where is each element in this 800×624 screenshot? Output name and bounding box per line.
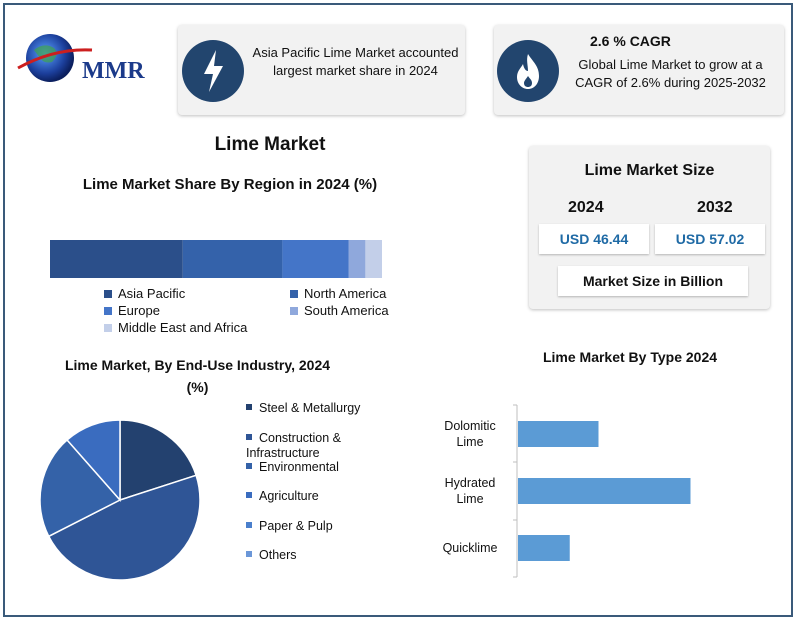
mmr-logo: MMR	[14, 28, 164, 88]
legend-swatch	[246, 433, 252, 440]
pie-legend-item: Construction & Infrastructure	[246, 431, 361, 461]
legend-label: Steel & Metallurgy	[259, 401, 361, 415]
legend-label: Middle East and Africa	[118, 320, 248, 335]
region-bar-segment-1	[182, 240, 283, 278]
legend-label: South America	[304, 303, 389, 318]
legend-swatch	[246, 550, 252, 557]
type-bar-1	[518, 478, 691, 504]
pie-slice-0	[119, 419, 198, 502]
legend-swatch	[290, 306, 298, 315]
type-category-label: Hydrated Lime	[444, 476, 496, 506]
pie-legend-item: Paper & Pulp	[246, 519, 396, 534]
legend-swatch	[246, 491, 252, 498]
legend-label: Paper & Pulp	[259, 519, 333, 533]
region-bar-segment-4	[365, 240, 382, 278]
main-title: Lime Market	[214, 134, 326, 155]
region-legend-item: Asia Pacific	[104, 286, 185, 301]
legend-swatch	[246, 403, 252, 410]
legend-label: Construction & Infrastructure	[246, 431, 341, 460]
market-value-2032: USD 57.02	[655, 224, 765, 254]
header-left-text: Asia Pacific Lime Market accounted large…	[252, 45, 459, 78]
market-unit-label: Market Size in Billion	[558, 266, 748, 296]
pie-legend-item: Steel & Metallurgy	[246, 401, 396, 416]
pie-legend-item: Environmental	[246, 460, 396, 475]
legend-label: North America	[304, 286, 387, 301]
pie-chart-title: Lime Market, By End-Use Industry, 2024 (…	[64, 357, 331, 395]
pie-slice-1	[47, 474, 201, 581]
lightning-bolt-icon	[182, 40, 244, 102]
legend-swatch	[104, 306, 112, 315]
market-year-2024: 2024	[568, 199, 604, 216]
type-bar-0	[518, 421, 599, 447]
cagr-title: 2.6 % CAGR	[590, 33, 671, 49]
region-stacked-bar	[50, 240, 382, 278]
legend-swatch	[246, 462, 252, 469]
region-bar-segment-3	[348, 240, 366, 278]
region-bar-segment-0	[50, 240, 183, 278]
region-chart-title: Lime Market Share By Region in 2024 (%)	[82, 176, 378, 193]
legend-swatch	[104, 323, 112, 332]
infographic-frame	[3, 3, 793, 617]
legend-label: Others	[259, 548, 297, 562]
header-right-text: Global Lime Market to grow at a CAGR of …	[575, 57, 766, 90]
legend-label: Europe	[118, 303, 160, 318]
region-legend-item: Europe	[104, 303, 160, 318]
globe-icon	[17, 34, 93, 82]
region-legend-item: North America	[290, 286, 386, 301]
market-value-2024: USD 46.44	[539, 224, 649, 254]
region-legend-item: South America	[290, 303, 389, 318]
type-chart-title: Lime Market By Type 2024	[542, 349, 718, 365]
type-bar-chart	[513, 404, 691, 578]
legend-label: Agriculture	[259, 489, 319, 503]
end-use-pie-chart	[39, 419, 201, 581]
pie-slice-2	[39, 438, 122, 538]
market-size-title: Lime Market Size	[584, 162, 715, 179]
legend-label: Asia Pacific	[118, 286, 186, 301]
legend-swatch	[246, 521, 252, 528]
logo-text: MMR	[82, 58, 145, 84]
type-bar-2	[518, 535, 570, 561]
region-legend-item: Middle East and Africa	[104, 320, 247, 335]
flame-icon	[497, 40, 559, 102]
pie-legend-item: Agriculture	[246, 489, 396, 504]
region-bar-segment-2	[282, 240, 349, 278]
legend-label: Environmental	[259, 460, 339, 474]
type-category-label: Dolomitic Lime	[444, 419, 496, 449]
type-category-label: Quicklime	[442, 541, 498, 555]
legend-swatch	[104, 289, 112, 298]
pie-legend-item: Others	[246, 548, 396, 563]
pie-slice-3	[66, 419, 121, 502]
market-year-2032: 2032	[697, 199, 733, 216]
legend-swatch	[290, 289, 298, 298]
